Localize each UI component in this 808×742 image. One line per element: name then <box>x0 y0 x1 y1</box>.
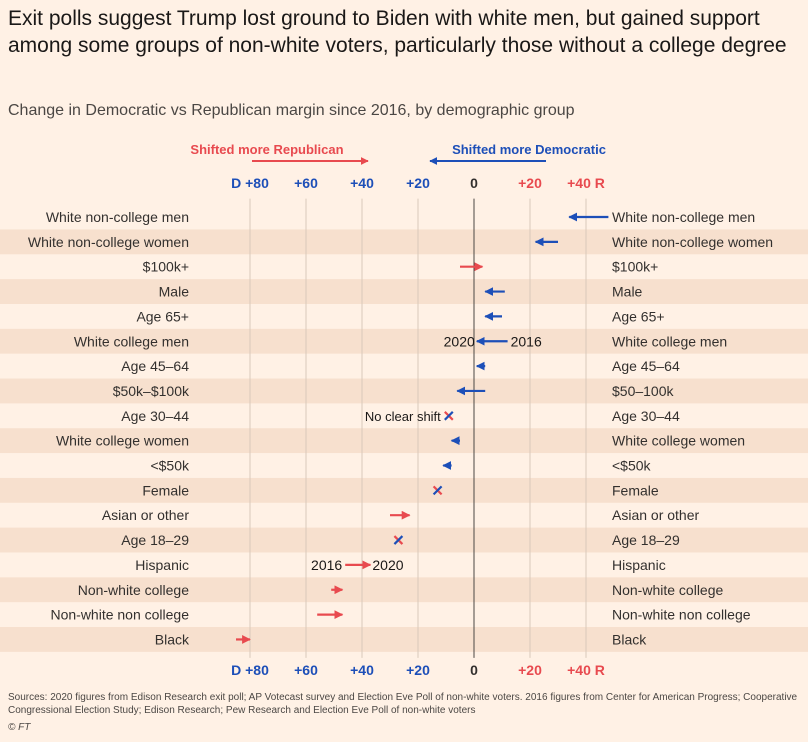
x-tick-label-top: +40 R <box>567 175 605 191</box>
row-label-left: Age 18–29 <box>121 532 189 548</box>
row-label-left: Non-white college <box>78 582 189 598</box>
row-band <box>0 378 808 404</box>
row-label-left: Black <box>155 631 190 647</box>
row-label-right: Asian or other <box>612 507 699 523</box>
row-label-right: Age 65+ <box>612 308 665 324</box>
x-tick-label-bottom: D +80 <box>231 662 269 678</box>
x-tick-label-bottom: +40 <box>350 662 374 678</box>
row-band <box>0 627 808 652</box>
row-band <box>0 279 808 304</box>
row-label-left: Asian or other <box>102 507 189 523</box>
row-label-left: Age 45–64 <box>121 358 189 374</box>
row-label-left: Hispanic <box>135 557 189 573</box>
row-label-left: White non-college men <box>46 209 189 225</box>
x-tick-label-bottom: +20 <box>518 662 542 678</box>
row-label-right: Non-white non college <box>612 607 751 623</box>
row-label-right: Black <box>612 631 647 647</box>
source-note: Sources: 2020 figures from Edison Resear… <box>8 692 798 716</box>
row-label-right: Female <box>612 482 659 498</box>
ft-credit: © FT <box>8 722 31 733</box>
row-label-right: White college men <box>612 333 727 349</box>
annotation-2016-hispanic: 2016 <box>311 557 342 573</box>
x-tick-label-top: +60 <box>294 175 318 191</box>
row-band <box>0 328 808 354</box>
row-label-left: Age 65+ <box>136 308 189 324</box>
row-band <box>0 577 808 603</box>
row-label-right: <$50k <box>612 458 652 474</box>
annotation-2020-hispanic: 2020 <box>372 557 403 573</box>
row-label-left: Female <box>142 482 189 498</box>
row-label-left: Male <box>159 284 190 300</box>
row-label-left: Non-white non college <box>50 607 189 623</box>
no-shift-cross-b <box>432 485 443 496</box>
row-label-right: Age 18–29 <box>612 532 680 548</box>
row-label-left: White college men <box>74 333 189 349</box>
row-label-right: Age 45–64 <box>612 358 680 374</box>
row-label-left: White college women <box>56 433 189 449</box>
row-label-right: Hispanic <box>612 557 666 573</box>
row-band <box>0 527 808 553</box>
x-tick-label-top: +20 <box>518 175 542 191</box>
row-band <box>0 428 808 454</box>
row-label-left: <$50k <box>150 458 190 474</box>
row-label-left: $50k–$100k <box>113 383 190 399</box>
annotation-no-clear-shift: No clear shift <box>365 409 441 424</box>
row-band <box>0 477 808 503</box>
x-tick-label-top: +20 <box>406 175 430 191</box>
arrow-chart: D +80 +60 +40 +20 0 +20 +40 R D +80 +60 +40 +20 0 +2… <box>0 142 808 678</box>
x-tick-label-bottom: +40 R <box>567 662 605 678</box>
row-label-right: $100k+ <box>612 259 658 275</box>
row-band <box>0 229 808 255</box>
chart-title: Exit polls suggest Trump lost ground to … <box>8 7 787 57</box>
x-tick-label-top: 0 <box>470 175 478 191</box>
row-label-right: White college women <box>612 433 745 449</box>
no-shift-cross-b <box>444 411 454 421</box>
x-tick-label-bottom: +60 <box>294 662 318 678</box>
annotation-2020: 2020 <box>444 333 475 349</box>
row-label-right: White non-college women <box>612 234 773 250</box>
row-label-right: Non-white college <box>612 582 723 598</box>
row-label-left: White non-college women <box>28 234 189 250</box>
shifted-republican-label: Shifted more Republican <box>190 142 343 157</box>
no-shift-cross-b <box>393 535 404 545</box>
row-label-left: $100k+ <box>143 259 189 275</box>
row-label-right: Age 30–44 <box>612 408 680 424</box>
row-label-left: Age 30–44 <box>121 408 189 424</box>
chart-subtitle: Change in Democratic vs Republican margi… <box>8 102 575 119</box>
row-label-right: Male <box>612 284 643 300</box>
shifted-democratic-label: Shifted more Democratic <box>452 142 606 157</box>
x-tick-label-top: D +80 <box>231 175 269 191</box>
x-tick-label-top: +40 <box>350 175 374 191</box>
x-tick-label-bottom: +20 <box>406 662 430 678</box>
x-tick-label-bottom: 0 <box>470 662 478 678</box>
row-label-right: White non-college men <box>612 209 755 225</box>
row-label-right: $50–100k <box>612 383 675 399</box>
annotation-2016: 2016 <box>511 333 542 349</box>
